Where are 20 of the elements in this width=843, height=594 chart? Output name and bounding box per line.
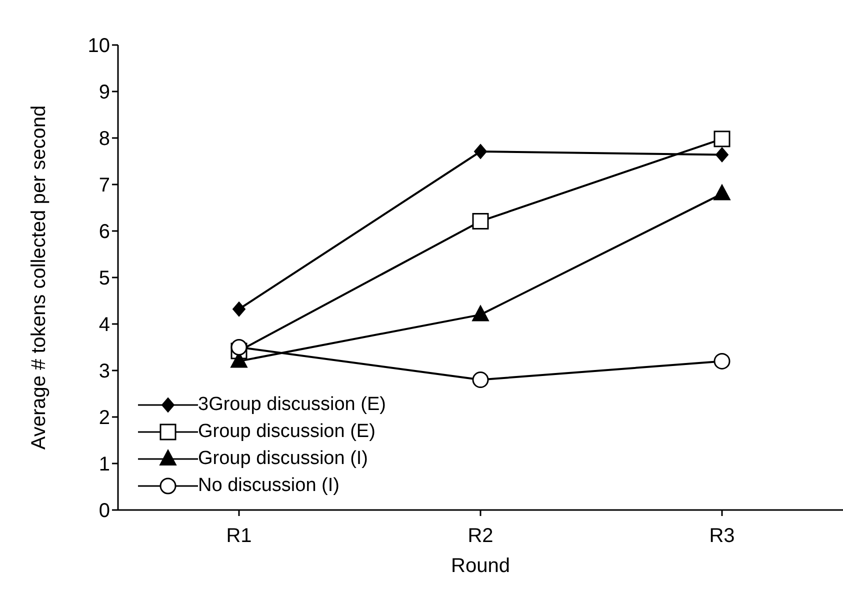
y-tick-label: 10 xyxy=(88,35,110,58)
y-tick-label: 3 xyxy=(98,360,110,383)
y-axis-title: Average # tokens collected per second xyxy=(28,105,50,450)
legend-label: No discussion (I) xyxy=(198,474,340,498)
y-tick-label: 6 xyxy=(98,221,110,244)
y-tick-label: 8 xyxy=(98,128,110,150)
y-tick-label: 5 xyxy=(98,268,110,290)
y-tick-label: 0 xyxy=(98,500,110,522)
y-tick-label: 2 xyxy=(98,407,110,430)
y-tick-label: 7 xyxy=(98,174,110,197)
y-tick-label: 4 xyxy=(98,314,110,336)
x-tick-label: R3 xyxy=(709,525,735,548)
y-tick-label: 9 xyxy=(98,82,110,104)
x-axis-title: Round xyxy=(451,555,510,577)
y-tick-label: 1 xyxy=(98,454,110,476)
legend-label: Group discussion (E) xyxy=(198,420,376,444)
x-tick-label: R1 xyxy=(226,525,252,548)
legend-label: 3Group discussion (E) xyxy=(198,393,386,417)
legend-label: Group discussion (I) xyxy=(198,447,368,471)
x-tick-label: R2 xyxy=(468,525,494,548)
